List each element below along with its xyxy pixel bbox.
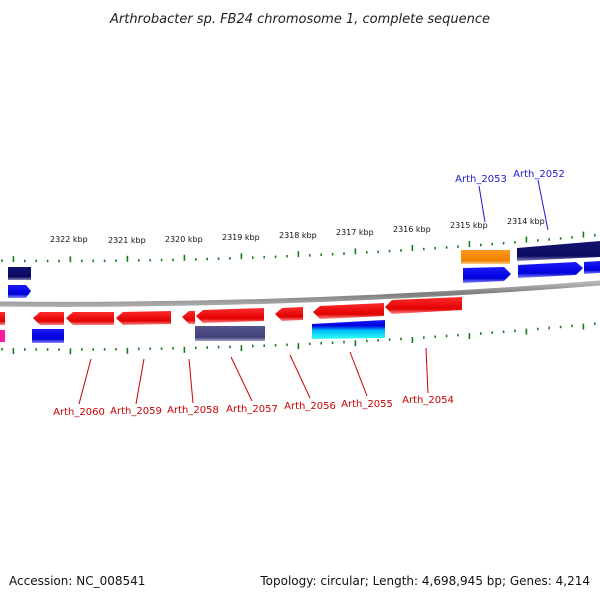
- gene-feature[interactable]: [312, 320, 385, 339]
- gene-feature[interactable]: [275, 307, 303, 321]
- gene-feature[interactable]: [0, 312, 5, 325]
- gene-feature[interactable]: [116, 311, 171, 325]
- gene-label[interactable]: Arth_2057: [226, 404, 278, 415]
- gene-feature[interactable]: [182, 311, 195, 324]
- gene-label[interactable]: Arth_2056: [284, 401, 336, 412]
- kbp-label: 2321 kbp: [108, 236, 146, 245]
- gene-feature[interactable]: [8, 267, 31, 280]
- leader-line: [478, 185, 486, 223]
- topology-text: Topology: circular; Length: 4,698,945 bp…: [260, 574, 590, 588]
- leader-line: [537, 179, 549, 231]
- leader-line: [230, 356, 253, 402]
- gene-label[interactable]: Arth_2053: [455, 174, 507, 185]
- leader-line: [349, 351, 368, 397]
- leader-line: [425, 347, 429, 394]
- gene-feature[interactable]: [461, 250, 510, 264]
- gene-feature[interactable]: [0, 330, 5, 342]
- forward-genes: [8, 241, 600, 298]
- gene-label[interactable]: Arth_2055: [341, 399, 393, 410]
- gene-label[interactable]: Arth_2052: [513, 169, 565, 180]
- gene-labels: Arth_2053 Arth_2052 Arth_2060 Arth_2059 …: [53, 169, 565, 418]
- kbp-label: 2320 kbp: [165, 235, 203, 244]
- gene-label[interactable]: Arth_2060: [53, 407, 105, 418]
- gene-label[interactable]: Arth_2058: [167, 405, 219, 416]
- leader-line: [289, 354, 311, 399]
- gene-label[interactable]: Arth_2059: [110, 406, 162, 417]
- gene-feature[interactable]: [313, 303, 384, 319]
- gene-feature[interactable]: [33, 312, 64, 325]
- scale-ticks-top: [1, 231, 596, 263]
- kbp-label: 2319 kbp: [222, 233, 260, 242]
- kbp-label: 2317 kbp: [336, 228, 374, 237]
- gene-feature[interactable]: [518, 262, 583, 278]
- accession-text: Accession: NC_008541: [9, 574, 146, 588]
- gene-feature[interactable]: [66, 312, 114, 325]
- kbp-label: 2318 kbp: [279, 231, 317, 240]
- gene-feature[interactable]: [463, 267, 511, 283]
- reverse-genes: [0, 297, 462, 343]
- leader-line: [78, 358, 92, 405]
- leader-line: [135, 358, 145, 405]
- gene-feature[interactable]: [385, 297, 462, 314]
- kbp-label: 2314 kbp: [507, 217, 545, 226]
- gene-feature[interactable]: [517, 241, 600, 261]
- kbp-label: 2316 kbp: [393, 225, 431, 234]
- scale-ticks-bottom: [1, 322, 596, 355]
- gene-feature[interactable]: [8, 285, 31, 298]
- label-leaders: [78, 179, 549, 405]
- map-title: Arthrobacter sp. FB24 chromosome 1, comp…: [109, 12, 490, 27]
- kbp-label: 2322 kbp: [50, 235, 88, 244]
- chromosome-backbone: [0, 280, 600, 307]
- gene-feature[interactable]: [32, 329, 64, 343]
- gene-feature[interactable]: [584, 261, 600, 274]
- kbp-label: 2315 kbp: [450, 221, 488, 230]
- gene-feature[interactable]: [195, 326, 265, 341]
- kbp-labels: 2322 kbp 2321 kbp 2320 kbp 2319 kbp 2318…: [50, 217, 545, 245]
- gene-feature[interactable]: [196, 308, 264, 323]
- leader-line: [188, 358, 194, 404]
- gene-label[interactable]: Arth_2054: [402, 395, 454, 406]
